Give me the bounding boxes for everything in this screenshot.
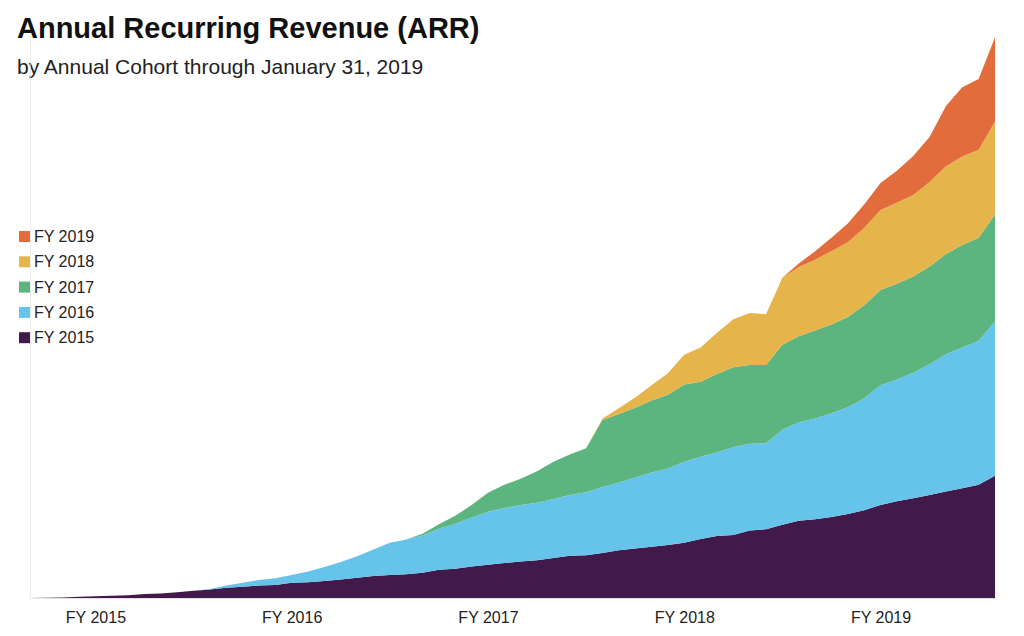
legend-swatch <box>19 307 30 318</box>
areas <box>30 37 995 598</box>
legend-swatch <box>19 231 30 242</box>
legend-item: FY 2016 <box>19 304 94 321</box>
x-tick-label: FY 2015 <box>66 609 126 626</box>
y-axis <box>30 36 31 599</box>
x-tick: FY 2018 <box>655 609 715 626</box>
x-tick: FY 2019 <box>851 609 911 626</box>
legend-item: FY 2018 <box>19 253 94 270</box>
legend-swatch <box>19 332 30 343</box>
title: Annual Recurring Revenue (ARR) <box>17 12 479 44</box>
legend-label: FY 2015 <box>34 329 94 346</box>
x-axis-line <box>31 598 996 599</box>
y-axis-line <box>30 36 31 599</box>
legend-item: FY 2015 <box>19 329 94 346</box>
x-tick: FY 2017 <box>458 609 518 626</box>
x-tick: FY 2016 <box>262 609 322 626</box>
legend-label: FY 2018 <box>34 253 94 270</box>
legend-swatch <box>19 256 30 267</box>
legend-swatch <box>19 282 30 293</box>
plot: FY 2015 FY 2016 FY 2017 FY 2018 FY 2019 <box>30 36 996 627</box>
x-tick: FY 2015 <box>66 609 126 626</box>
x-tick-label: FY 2018 <box>655 609 715 626</box>
area <box>30 122 995 598</box>
legend-label: FY 2017 <box>34 279 94 296</box>
x-tick-label: FY 2017 <box>458 609 518 626</box>
x-tick-label: FY 2019 <box>851 609 911 626</box>
legend-label: FY 2019 <box>34 228 94 245</box>
subtitle: by Annual Cohort through January 31, 201… <box>17 55 423 78</box>
legend-item: FY 2019 <box>19 228 94 245</box>
area <box>30 37 995 598</box>
legend-label: FY 2016 <box>34 304 94 321</box>
x-axis: FY 2015 FY 2016 FY 2017 FY 2018 FY 2019 <box>31 599 996 627</box>
legend: FY 2019 FY 2018 FY 2017 FY 2016 FY 2015 <box>19 228 94 346</box>
legend-item: FY 2017 <box>19 279 94 296</box>
background <box>0 0 1024 636</box>
x-tick-label: FY 2016 <box>262 609 322 626</box>
chart: Annual Recurring Revenue (ARR) by Annual … <box>0 0 1024 636</box>
